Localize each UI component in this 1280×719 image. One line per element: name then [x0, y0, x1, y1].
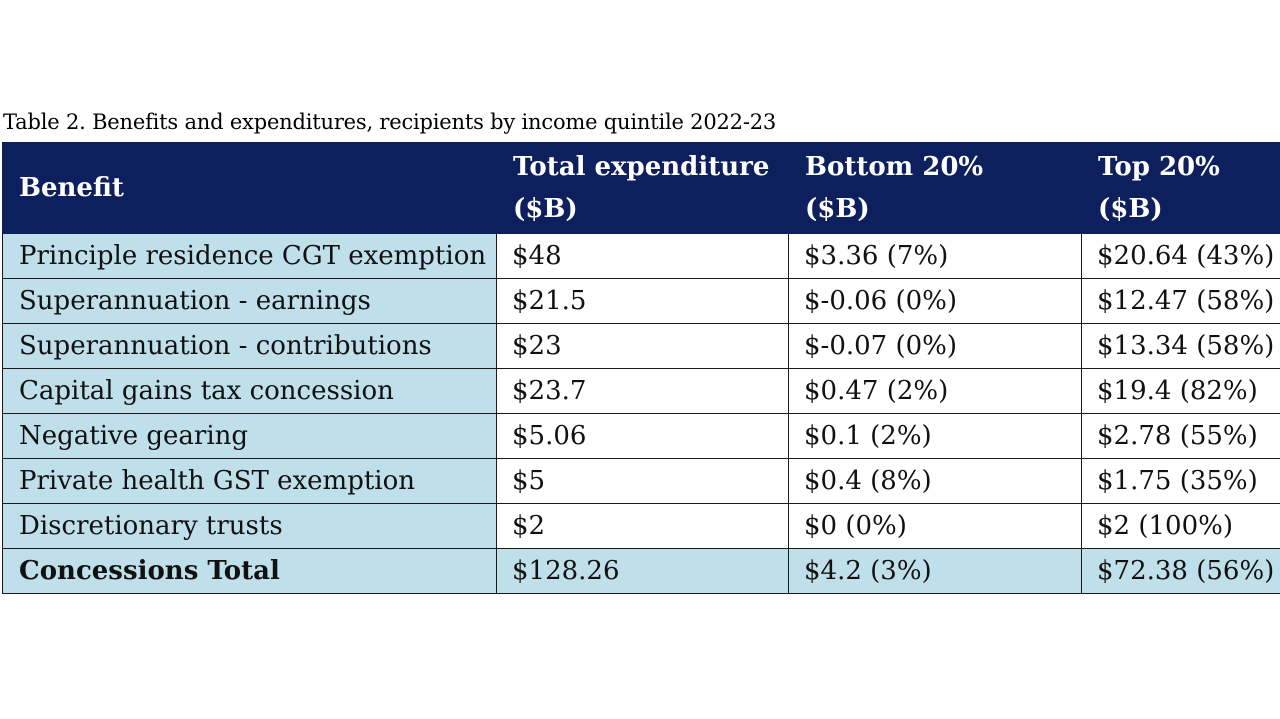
table-body: Principle residence CGT exemption $48 $3… [2, 233, 1280, 594]
header-total-line1: Total expenditure [513, 152, 770, 182]
cell-total-expenditure: $128.26 [496, 548, 789, 594]
cell-top: $13.34 (58%) [1081, 323, 1280, 369]
cell-total-label: Concessions Total [2, 548, 497, 594]
cell-bottom: $0 (0%) [788, 503, 1082, 549]
cell-total: $48 [496, 233, 789, 279]
cell-benefit: Superannuation - earnings [2, 278, 497, 324]
header-total-expenditure: Total expenditure ($B) [496, 142, 789, 234]
table-row: Principle residence CGT exemption $48 $3… [2, 233, 1280, 279]
cell-top: $1.75 (35%) [1081, 458, 1280, 504]
table-row: Capital gains tax concession $23.7 $0.47… [2, 368, 1280, 414]
header-row: Benefit Total expenditure ($B) Bottom 20… [2, 142, 1280, 234]
cell-top: $2.78 (55%) [1081, 413, 1280, 459]
cell-benefit: Principle residence CGT exemption [2, 233, 497, 279]
cell-bottom: $-0.06 (0%) [788, 278, 1082, 324]
benefits-table: Benefit Total expenditure ($B) Bottom 20… [2, 142, 1280, 594]
cell-total: $5.06 [496, 413, 789, 459]
header-top-line2: ($B) [1098, 194, 1163, 224]
header-top-20: Top 20% ($B) [1081, 142, 1280, 234]
header-bottom-line1: Bottom 20% [805, 152, 984, 182]
cell-benefit: Superannuation - contributions [2, 323, 497, 369]
total-row: Concessions Total $128.26 $4.2 (3%) $72.… [2, 548, 1280, 594]
cell-top: $12.47 (58%) [1081, 278, 1280, 324]
cell-top: $2 (100%) [1081, 503, 1280, 549]
table-row: Superannuation - contributions $23 $-0.0… [2, 323, 1280, 369]
header-total-line2: ($B) [513, 194, 578, 224]
cell-bottom: $0.4 (8%) [788, 458, 1082, 504]
table-row: Negative gearing $5.06 $0.1 (2%) $2.78 (… [2, 413, 1280, 459]
table-row: Superannuation - earnings $21.5 $-0.06 (… [2, 278, 1280, 324]
cell-top: $20.64 (43%) [1081, 233, 1280, 279]
cell-benefit: Negative gearing [2, 413, 497, 459]
header-top-line1: Top 20% [1098, 152, 1220, 182]
cell-bottom: $0.1 (2%) [788, 413, 1082, 459]
header-bottom-line2: ($B) [805, 194, 870, 224]
cell-total: $23 [496, 323, 789, 369]
cell-bottom: $0.47 (2%) [788, 368, 1082, 414]
cell-total: $23.7 [496, 368, 789, 414]
table-header: Benefit Total expenditure ($B) Bottom 20… [2, 142, 1280, 234]
header-benefit: Benefit [2, 142, 497, 234]
table-caption: Table 2. Benefits and expenditures, reci… [3, 110, 777, 134]
cell-benefit: Private health GST exemption [2, 458, 497, 504]
cell-bottom: $-0.07 (0%) [788, 323, 1082, 369]
cell-total: $21.5 [496, 278, 789, 324]
cell-total: $2 [496, 503, 789, 549]
table-row: Private health GST exemption $5 $0.4 (8%… [2, 458, 1280, 504]
cell-total-top: $72.38 (56%) [1081, 548, 1280, 594]
table-row: Discretionary trusts $2 $0 (0%) $2 (100%… [2, 503, 1280, 549]
cell-total-bottom: $4.2 (3%) [788, 548, 1082, 594]
cell-bottom: $3.36 (7%) [788, 233, 1082, 279]
cell-total: $5 [496, 458, 789, 504]
cell-benefit: Capital gains tax concession [2, 368, 497, 414]
cell-top: $19.4 (82%) [1081, 368, 1280, 414]
header-bottom-20: Bottom 20% ($B) [788, 142, 1082, 234]
cell-benefit: Discretionary trusts [2, 503, 497, 549]
